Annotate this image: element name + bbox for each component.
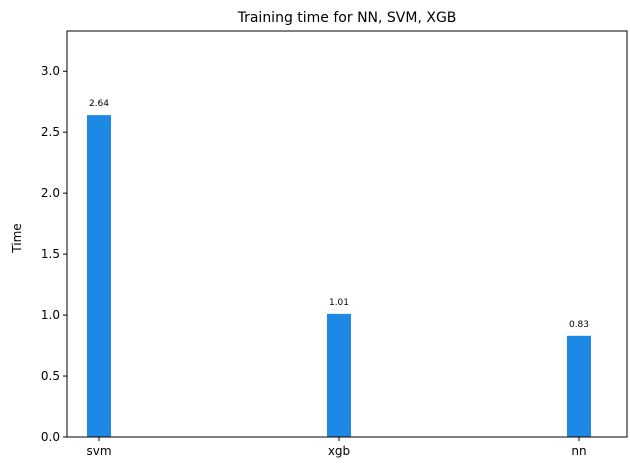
y-tick-label: 3.0 (41, 64, 60, 78)
y-tick-label: 1.0 (41, 308, 60, 322)
bar-value-label-xgb: 1.01 (329, 298, 349, 308)
bars (87, 115, 591, 437)
x-tick-label: svm (86, 444, 111, 458)
y-tick-label: 0.0 (41, 430, 60, 444)
x-tick-label: nn (571, 444, 586, 458)
bar-svm (87, 115, 111, 437)
y-axis-label: Time (10, 223, 24, 253)
y-tick-label: 0.5 (41, 369, 60, 383)
bar-value-label-nn: 0.83 (569, 320, 589, 330)
y-axis-ticks: 0.0 0.5 1.0 1.5 2.0 2.5 3.0 (41, 64, 67, 444)
bar-value-labels: 2.64 1.01 0.83 (89, 99, 589, 330)
y-tick-label: 2.0 (41, 186, 60, 200)
bar-value-label-svm: 2.64 (89, 99, 109, 109)
bar-xgb (327, 313, 351, 437)
y-tick-label: 1.5 (41, 247, 60, 261)
chart-title: Training time for NN, SVM, XGB (237, 10, 457, 26)
x-axis-ticks: svm xgb nn (86, 437, 587, 458)
x-tick-label: xgb (328, 444, 350, 458)
y-tick-label: 2.5 (41, 125, 60, 139)
bar-nn (567, 335, 591, 437)
plot-frame (66, 30, 628, 438)
